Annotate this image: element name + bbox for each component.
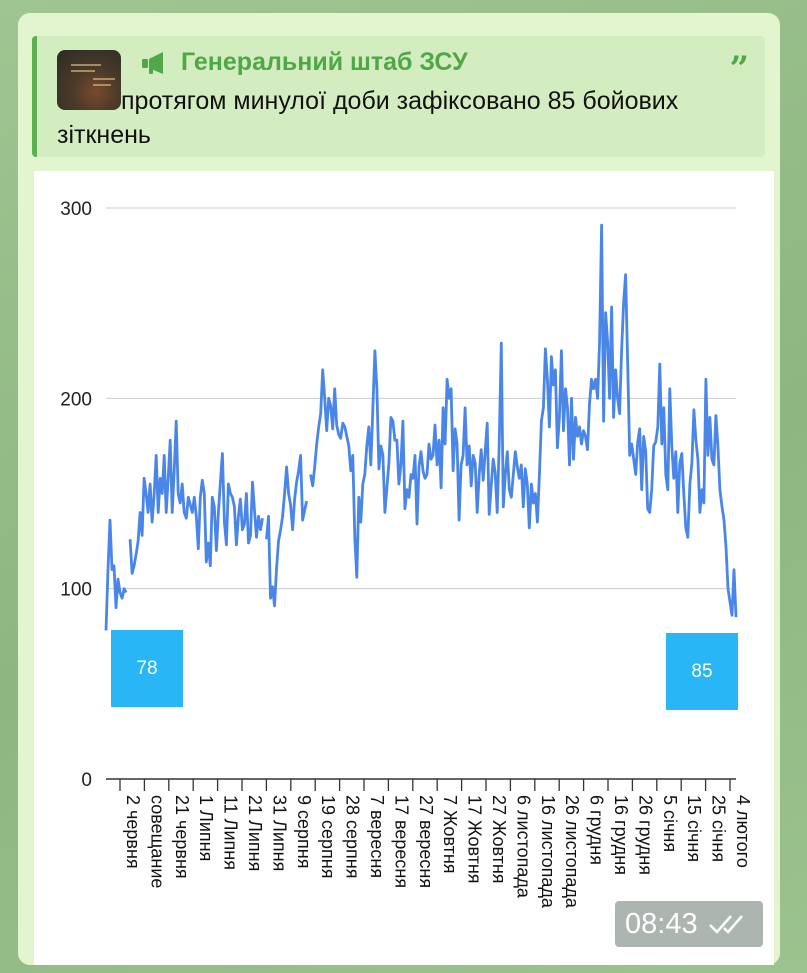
x-tick-label: 7 вересня [367, 795, 387, 878]
y-tick-label: 0 [81, 770, 92, 791]
x-tick-label: 21 Липня [245, 795, 265, 871]
line-chart: 0 100 200 300 2 червня совещание 21 червня 1 Ли… [60, 199, 753, 909]
x-tick-label: совещание [147, 795, 167, 888]
series-line [309, 223, 738, 618]
x-tick-label: 9 серпня [294, 795, 314, 868]
callout-start-value: 78 [111, 630, 183, 707]
channel-thumbnail [57, 50, 121, 110]
x-tick-label: 19 серпня [318, 795, 338, 878]
x-tick-label: 17 вересня [391, 795, 411, 888]
callout-end-value: 85 [666, 633, 738, 710]
y-tick-label: 100 [60, 580, 92, 601]
x-tick-label: 27 Жовтня [489, 795, 509, 884]
double-check-icon [708, 915, 743, 934]
x-tick-label: 16 грудня [611, 795, 631, 875]
x-tick-label: 6 листопада [513, 795, 533, 899]
message-time-badge: 08:43 [615, 901, 763, 947]
x-tick-label: 5 січня [660, 795, 680, 852]
y-tick-label: 200 [60, 389, 92, 410]
x-tick-label: 11 Липня [221, 795, 241, 870]
quote-icon: ” [729, 49, 749, 89]
x-tick-label: 2 червня [123, 795, 143, 869]
x-tick-label: 17 Жовтня [465, 795, 485, 884]
x-tick-label: 16 листопада [538, 795, 558, 909]
x-tick-label: 4 лютого [733, 795, 753, 868]
message-time: 08:43 [625, 907, 698, 940]
channel-name: Генеральний штаб ЗСУ [181, 48, 468, 76]
reply-header: Генеральний штаб ЗСУ [141, 48, 468, 77]
reply-quote[interactable]: Генеральний штаб ЗСУ ” протягом минулої … [32, 36, 765, 157]
series-line [265, 453, 308, 608]
x-tick-label: 27 вересня [416, 795, 436, 888]
megaphone-icon [142, 51, 163, 74]
reply-text: протягом минулої доби зафіксовано 85 бой… [57, 87, 679, 149]
x-tick-label: 26 листопада [562, 795, 582, 909]
series-line [104, 518, 128, 631]
x-tick-label: 7 Жовтня [440, 795, 460, 874]
x-tick-label: 25 січня [709, 795, 729, 862]
x-tick-label: 15 січня [684, 795, 704, 862]
x-tick-label: 1 Липня [196, 795, 216, 861]
x-tick-label: 28 серпня [343, 795, 363, 878]
series-line [128, 419, 264, 575]
x-tick-label: 21 червня [172, 795, 192, 879]
chart-image[interactable]: 0 100 200 300 2 червня совещание 21 червня 1 Ли… [34, 171, 774, 965]
y-tick-label: 300 [60, 199, 92, 220]
x-tick-label: 31 Липня [269, 795, 289, 871]
x-tick-label: 26 грудня [635, 795, 655, 875]
x-tick-label: 6 грудня [587, 795, 607, 865]
